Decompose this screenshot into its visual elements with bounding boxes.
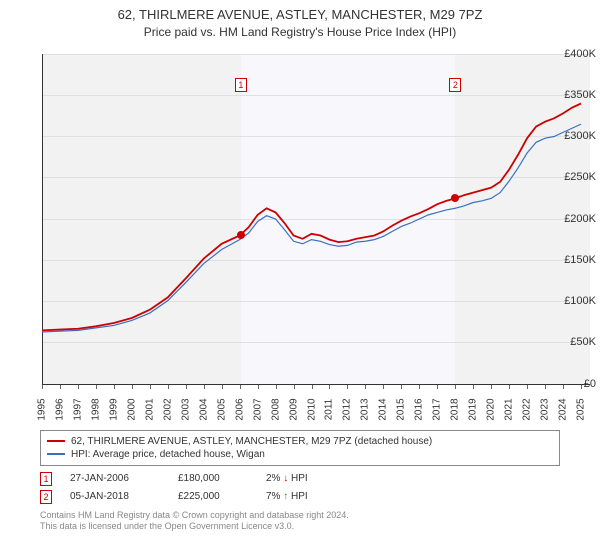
- series-hpi: [42, 124, 581, 332]
- sale-price: £180,000: [178, 473, 248, 484]
- chart-titles: 62, THIRLMERE AVENUE, ASTLEY, MANCHESTER…: [0, 0, 600, 44]
- x-tick-label: 2007: [252, 398, 263, 420]
- x-axis: [42, 384, 590, 385]
- sale-vs-hpi: 2% ↓ HPI: [266, 473, 308, 484]
- x-tick-label: 2006: [234, 398, 245, 420]
- x-tick-label: 2008: [270, 398, 281, 420]
- x-tick-label: 2003: [180, 398, 191, 420]
- x-tick-label: 2004: [198, 398, 209, 420]
- series-layer: [0, 44, 590, 384]
- x-tick-label: 1998: [90, 398, 101, 420]
- sale-marker-box: 2: [449, 78, 461, 92]
- legend-label: HPI: Average price, detached house, Wiga…: [71, 449, 265, 460]
- x-tick-label: 2016: [414, 398, 425, 420]
- arrow-down-icon: ↓: [283, 473, 288, 484]
- sale-badge: 1: [40, 472, 52, 486]
- x-tick-label: 1996: [54, 398, 65, 420]
- x-tick-label: 1997: [72, 398, 83, 420]
- sale-marker-dot: [451, 194, 459, 202]
- price-chart: £0£50K£100K£150K£200K£250K£300K£350K£400…: [0, 44, 600, 424]
- title-address: 62, THIRLMERE AVENUE, ASTLEY, MANCHESTER…: [8, 6, 592, 24]
- x-tick-label: 2002: [162, 398, 173, 420]
- series-property: [42, 103, 581, 330]
- x-tick-label: 2012: [342, 398, 353, 420]
- x-tick-label: 1995: [37, 398, 48, 420]
- sale-date: 05-JAN-2018: [70, 491, 160, 502]
- x-tick-label: 2021: [504, 398, 515, 420]
- x-tick-label: 2018: [450, 398, 461, 420]
- legend-item: HPI: Average price, detached house, Wiga…: [47, 448, 553, 461]
- x-tick-label: 2013: [360, 398, 371, 420]
- legend-item: 62, THIRLMERE AVENUE, ASTLEY, MANCHESTER…: [47, 435, 553, 448]
- arrow-up-icon: ↑: [283, 491, 288, 502]
- x-tick-label: 2017: [432, 398, 443, 420]
- sale-vs-hpi: 7% ↑ HPI: [266, 491, 308, 502]
- x-tick-label: 2015: [396, 398, 407, 420]
- title-subtitle: Price paid vs. HM Land Registry's House …: [8, 24, 592, 40]
- x-tick-label: 2005: [216, 398, 227, 420]
- sale-price: £225,000: [178, 491, 248, 502]
- x-tick-label: 2022: [522, 398, 533, 420]
- x-tick-label: 2001: [144, 398, 155, 420]
- x-tick-label: 2010: [306, 398, 317, 420]
- x-tick-label: 2020: [486, 398, 497, 420]
- sale-marker-dot: [237, 231, 245, 239]
- x-tick-label: 2011: [324, 398, 335, 420]
- sale-row: 2 05-JAN-2018 £225,000 7% ↑ HPI: [40, 488, 560, 506]
- attribution-line: This data is licensed under the Open Gov…: [40, 521, 560, 533]
- attribution-line: Contains HM Land Registry data © Crown c…: [40, 510, 560, 522]
- x-tick-label: 2014: [378, 398, 389, 420]
- legend-swatch: [47, 453, 65, 455]
- x-tick-label: 2023: [540, 398, 551, 420]
- sale-badge: 2: [40, 490, 52, 504]
- legend-swatch: [47, 440, 65, 442]
- x-tick-label: 2019: [468, 398, 479, 420]
- sale-row: 1 27-JAN-2006 £180,000 2% ↓ HPI: [40, 470, 560, 488]
- x-tick-label: 2025: [576, 398, 587, 420]
- x-tick-label: 2000: [126, 398, 137, 420]
- attribution: Contains HM Land Registry data © Crown c…: [40, 510, 560, 533]
- sale-date: 27-JAN-2006: [70, 473, 160, 484]
- legend: 62, THIRLMERE AVENUE, ASTLEY, MANCHESTER…: [40, 430, 560, 466]
- sale-marker-box: 1: [235, 78, 247, 92]
- sales-table: 1 27-JAN-2006 £180,000 2% ↓ HPI 2 05-JAN-2018…: [40, 470, 560, 506]
- legend-label: 62, THIRLMERE AVENUE, ASTLEY, MANCHESTER…: [71, 436, 432, 447]
- x-tick-label: 2009: [288, 398, 299, 420]
- x-tick-label: 1999: [108, 398, 119, 420]
- x-tick-label: 2024: [558, 398, 569, 420]
